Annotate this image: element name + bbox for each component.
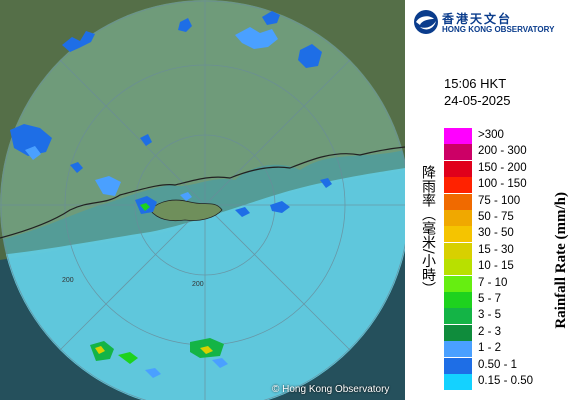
legend-swatch <box>444 128 472 144</box>
legend-label: 2 - 3 <box>478 325 502 338</box>
legend-swatch <box>444 160 472 177</box>
legend-label: 5 - 7 <box>478 293 502 305</box>
legend-item: 3 - 5 <box>444 308 574 325</box>
legend-swatch <box>444 177 472 194</box>
legend-swatch <box>444 210 472 226</box>
legend-swatch <box>444 292 472 308</box>
legend-item: 150 - 200 <box>444 160 574 177</box>
rain-echoes <box>10 11 332 378</box>
legend-label: 100 - 150 <box>478 178 527 191</box>
legend-item: 15 - 30 <box>444 242 574 259</box>
legend-title-chinese: 降雨率（毫米/小時） <box>420 165 436 296</box>
logo-english-text: HONG KONG OBSERVATORY <box>442 25 555 34</box>
legend-label: 1 - 2 <box>478 342 502 355</box>
legend-swatch <box>444 357 472 374</box>
legend-item: 1 - 2 <box>444 341 574 358</box>
radar-map: 200 200 © Hong Kong Observatory <box>0 0 405 400</box>
legend-swatch <box>444 259 472 276</box>
legend-item: >300 <box>444 128 574 144</box>
legend-swatch <box>444 341 472 358</box>
legend-swatch <box>444 226 472 243</box>
legend-label: 0.15 - 0.50 <box>478 375 533 387</box>
legend-label: 3 - 5 <box>478 309 502 322</box>
legend-label: 10 - 15 <box>478 260 514 273</box>
legend-label: 0.50 - 1 <box>478 358 517 371</box>
observatory-logo <box>414 10 438 34</box>
legend-label: 50 - 75 <box>478 211 514 223</box>
legend-item: 30 - 50 <box>444 226 574 243</box>
legend-label: 200 - 300 <box>478 145 527 158</box>
legend-item: 0.15 - 0.50 <box>444 374 574 390</box>
range-label: 200 <box>62 277 74 284</box>
legend-label: 7 - 10 <box>478 276 508 289</box>
legend-label: 30 - 50 <box>478 227 514 240</box>
legend-item: 7 - 10 <box>444 275 574 292</box>
legend-swatch <box>444 242 472 259</box>
legend-label: 150 - 200 <box>478 161 527 174</box>
copyright-text: © Hong Kong Observatory <box>272 384 390 395</box>
legend-swatch <box>444 308 472 325</box>
legend-swatch <box>444 374 472 390</box>
legend-label: 75 - 100 <box>478 194 521 207</box>
range-label: 200 <box>192 281 204 288</box>
coastline <box>0 146 405 239</box>
legend-item: 75 - 100 <box>444 193 574 210</box>
legend-item: 5 - 7 <box>444 292 574 308</box>
legend-item: 0.50 - 1 <box>444 357 574 374</box>
legend-item: 2 - 3 <box>444 324 574 341</box>
legend-swatch <box>444 324 472 341</box>
legend-label: >300 <box>478 129 504 141</box>
legend-item: 200 - 300 <box>444 144 574 161</box>
legend-swatch <box>444 275 472 292</box>
timestamp-time: 15:06 HKT <box>444 76 507 91</box>
legend-swatch <box>444 193 472 210</box>
legend-item: 10 - 15 <box>444 259 574 276</box>
legend-label: 15 - 30 <box>478 243 514 256</box>
legend-swatch <box>444 144 472 161</box>
legend-item: 50 - 75 <box>444 210 574 226</box>
legend-item: 100 - 150 <box>444 177 574 194</box>
legend-panel <box>405 0 577 400</box>
timestamp-date: 24-05-2025 <box>444 93 511 108</box>
logo-chinese-text: 香港天文台 <box>442 12 513 26</box>
